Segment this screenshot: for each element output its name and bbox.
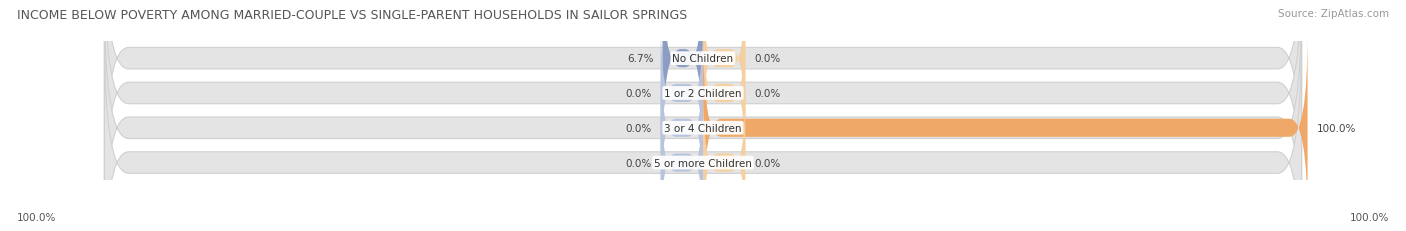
Text: 100.0%: 100.0% — [1350, 212, 1389, 222]
Text: 0.0%: 0.0% — [626, 123, 651, 133]
FancyBboxPatch shape — [662, 0, 703, 154]
Text: Source: ZipAtlas.com: Source: ZipAtlas.com — [1278, 9, 1389, 19]
FancyBboxPatch shape — [661, 16, 703, 171]
Text: 3 or 4 Children: 3 or 4 Children — [664, 123, 742, 133]
FancyBboxPatch shape — [661, 85, 703, 231]
FancyBboxPatch shape — [703, 85, 745, 231]
FancyBboxPatch shape — [661, 51, 703, 206]
Text: 1 or 2 Children: 1 or 2 Children — [664, 88, 742, 99]
FancyBboxPatch shape — [703, 33, 1308, 223]
Text: 100.0%: 100.0% — [1316, 123, 1355, 133]
Text: 6.7%: 6.7% — [627, 54, 654, 64]
Text: 0.0%: 0.0% — [755, 54, 780, 64]
FancyBboxPatch shape — [104, 0, 1302, 221]
Text: INCOME BELOW POVERTY AMONG MARRIED-COUPLE VS SINGLE-PARENT HOUSEHOLDS IN SAILOR : INCOME BELOW POVERTY AMONG MARRIED-COUPL… — [17, 9, 688, 22]
Text: No Children: No Children — [672, 54, 734, 64]
Text: 0.0%: 0.0% — [626, 88, 651, 99]
Text: 0.0%: 0.0% — [755, 158, 780, 168]
FancyBboxPatch shape — [703, 16, 745, 171]
FancyBboxPatch shape — [703, 0, 745, 137]
FancyBboxPatch shape — [104, 0, 1302, 231]
Text: 100.0%: 100.0% — [17, 212, 56, 222]
Text: 5 or more Children: 5 or more Children — [654, 158, 752, 168]
Text: 0.0%: 0.0% — [626, 158, 651, 168]
Text: 0.0%: 0.0% — [755, 88, 780, 99]
FancyBboxPatch shape — [104, 35, 1302, 231]
FancyBboxPatch shape — [104, 0, 1302, 187]
